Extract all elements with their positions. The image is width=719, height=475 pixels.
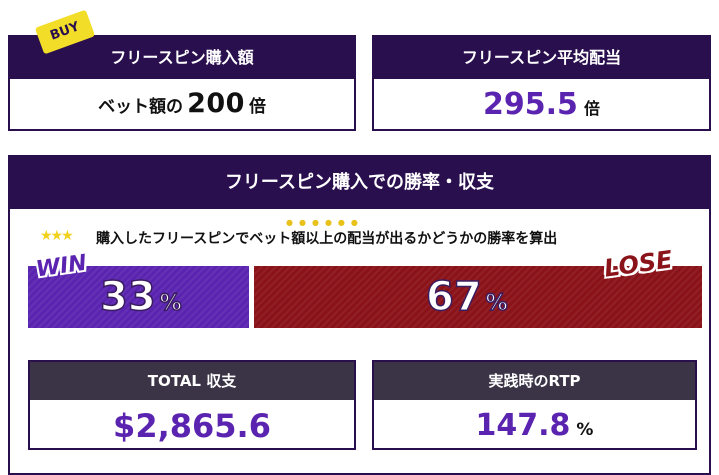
buy-amount-value-row: ベット額の 200 倍 — [10, 79, 354, 129]
total-balance-value: $2,865.6 — [113, 407, 271, 445]
average-payout-value: 295.5 — [483, 87, 578, 122]
stars-icon: ★★★ — [40, 228, 74, 244]
win-rate-title: フリースピン購入での勝率・収支 — [10, 157, 709, 209]
total-balance-value-row: $2,865.6 — [30, 400, 354, 448]
buy-amount-value: 200 — [187, 88, 245, 119]
win-bar: 33% — [28, 266, 249, 328]
rtp-card: 実践時のRTP 147.8% — [372, 360, 697, 450]
average-payout-card: フリースピン平均配当 295.5 倍 — [372, 35, 711, 131]
average-payout-title: フリースピン平均配当 — [374, 37, 709, 79]
buy-amount-prefix: ベット額の — [98, 97, 184, 117]
total-balance-card: TOTAL 収支 $2,865.6 — [28, 360, 356, 450]
average-payout-value-row: 295.5 倍 — [374, 79, 709, 129]
emphasis-dots-icon: ●●●●●● — [286, 218, 364, 227]
rtp-value-row: 147.8% — [374, 400, 695, 448]
lose-value: 67 — [425, 273, 482, 321]
lose-unit: % — [485, 290, 509, 317]
win-rate-description: 購入したフリースピンでベット額以上の配当が出るかどうかの勝率を算出 — [96, 231, 558, 247]
win-percentage: 33% — [99, 273, 183, 327]
buy-amount-card: フリースピン購入額 ベット額の 200 倍 — [8, 35, 356, 131]
buy-amount-unit: 倍 — [248, 97, 266, 117]
rtp-value: 147.8 — [475, 408, 571, 443]
lose-percentage: 67% — [425, 273, 509, 327]
win-value: 33 — [99, 273, 156, 321]
win-unit: % — [159, 290, 183, 317]
lose-bar: 67% — [254, 266, 702, 328]
average-payout-unit: 倍 — [583, 99, 600, 118]
rtp-unit: % — [576, 420, 594, 440]
rtp-title: 実践時のRTP — [374, 362, 695, 400]
total-balance-title: TOTAL 収支 — [30, 362, 354, 400]
